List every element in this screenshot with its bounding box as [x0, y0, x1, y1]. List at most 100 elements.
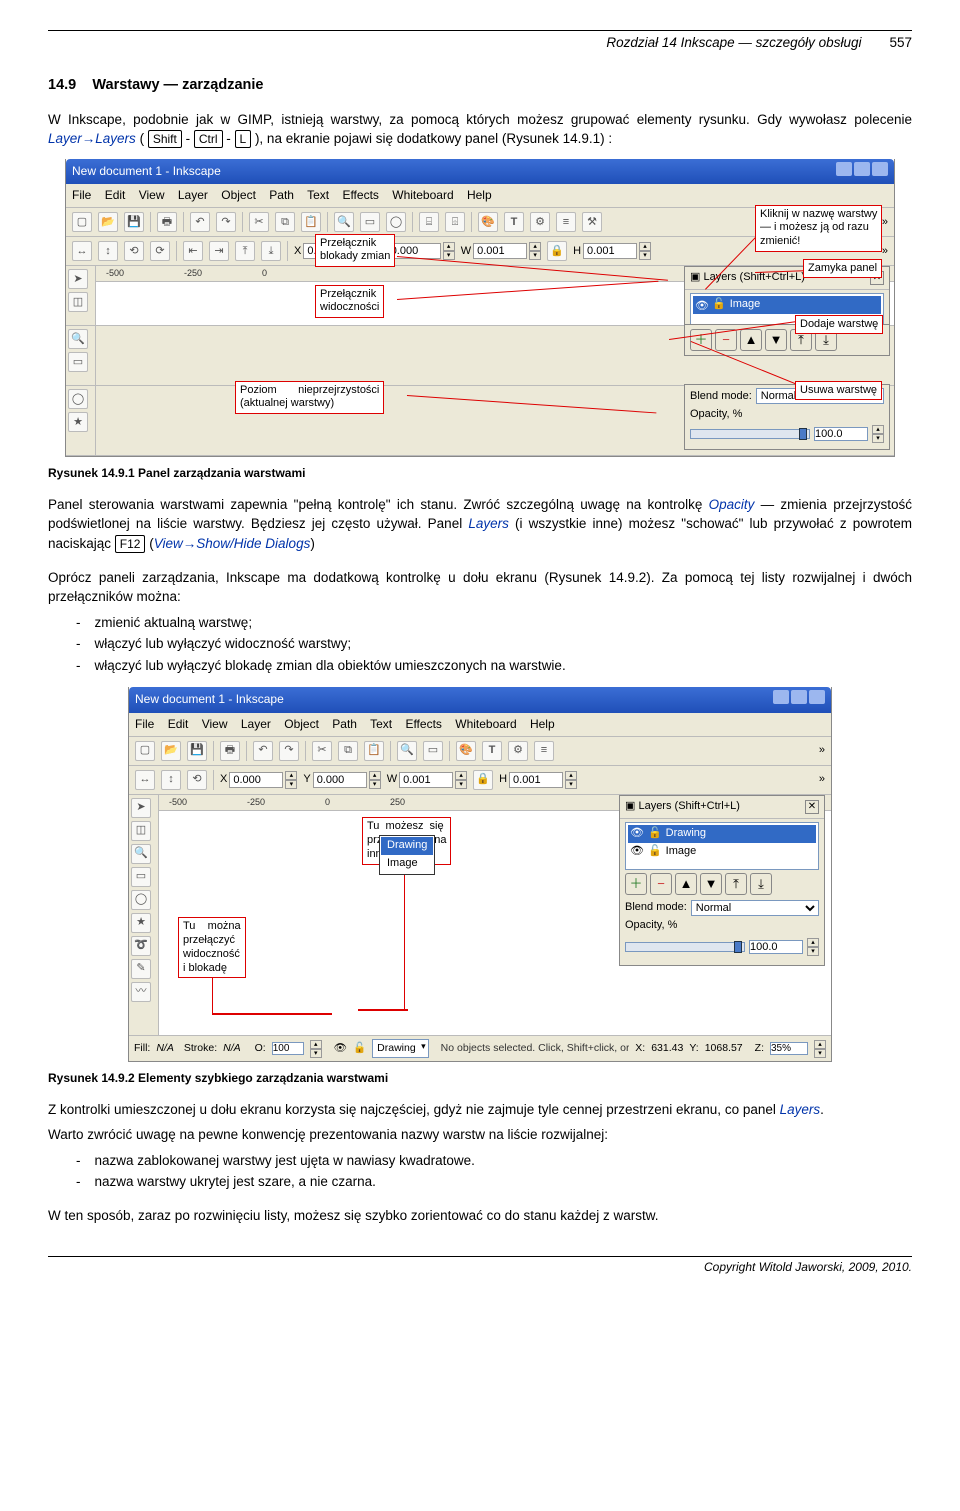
- new-icon[interactable]: ▢: [72, 212, 92, 232]
- zoom-tool-icon[interactable]: 🔍: [131, 844, 151, 864]
- group-icon[interactable]: ⌸: [419, 212, 439, 232]
- window-buttons[interactable]: [771, 690, 825, 709]
- spiral-tool-icon[interactable]: ➰: [131, 936, 151, 956]
- menu-whiteboard[interactable]: Whiteboard: [455, 717, 516, 731]
- prefs-icon[interactable]: ⚒: [582, 212, 602, 232]
- align1-icon[interactable]: ⇤: [183, 241, 203, 261]
- cut-icon[interactable]: ✂: [249, 212, 269, 232]
- open-icon[interactable]: 📂: [161, 741, 181, 761]
- xml-icon[interactable]: ⚙: [508, 741, 528, 761]
- undo-icon[interactable]: ↶: [253, 741, 273, 761]
- menu-view[interactable]: View: [139, 188, 165, 202]
- menu-file[interactable]: File: [135, 717, 154, 731]
- circle-tool-icon[interactable]: ◯: [68, 389, 88, 409]
- select-tool-icon[interactable]: ➤: [68, 269, 88, 289]
- menubar[interactable]: File Edit View Layer Object Path Text Ef…: [129, 713, 831, 737]
- rect-tool-icon[interactable]: ▭: [131, 867, 151, 887]
- menu-layer[interactable]: Layer: [178, 188, 208, 202]
- fill-icon[interactable]: 🎨: [478, 212, 498, 232]
- opacity-slider[interactable]: [625, 942, 745, 952]
- vmove-icon[interactable]: ↕: [98, 241, 118, 261]
- star-tool-icon[interactable]: ★: [131, 913, 151, 933]
- copy-icon[interactable]: ⧉: [275, 212, 295, 232]
- move-icon[interactable]: ↔: [135, 770, 155, 790]
- lock-toggle-icon[interactable]: 🔓: [712, 297, 726, 313]
- menu-object[interactable]: Object: [284, 717, 319, 731]
- y-input[interactable]: [313, 772, 367, 788]
- lower-layer-button[interactable]: ▼: [700, 873, 722, 895]
- menu-text[interactable]: Text: [370, 717, 392, 731]
- h-input[interactable]: [583, 243, 637, 259]
- layer-list[interactable]: 👁 🔓 Drawing 👁 🔓 Image: [625, 822, 819, 870]
- opacity-slider[interactable]: [690, 429, 810, 439]
- lock-toggle-icon[interactable]: 🔓: [648, 844, 662, 860]
- w-input[interactable]: [473, 243, 527, 259]
- align-icon[interactable]: ≡: [556, 212, 576, 232]
- xml-icon[interactable]: ⚙: [530, 212, 550, 232]
- menu-help[interactable]: Help: [530, 717, 555, 731]
- visibility-toggle-icon[interactable]: 👁: [695, 299, 708, 312]
- bottom-layer-button[interactable]: ⤓: [750, 873, 772, 895]
- menu-layer[interactable]: Layer: [241, 717, 271, 731]
- redo-icon[interactable]: ↷: [279, 741, 299, 761]
- copy-icon[interactable]: ⧉: [338, 741, 358, 761]
- lock-icon[interactable]: 🔒: [473, 770, 493, 790]
- zoom-icon[interactable]: 🔍: [397, 741, 417, 761]
- panel-close-icon[interactable]: ✕: [805, 800, 819, 814]
- menu-effects[interactable]: Effects: [405, 717, 441, 731]
- calligraphy-tool-icon[interactable]: 〰: [131, 982, 151, 1002]
- dropdown-item[interactable]: Drawing: [381, 837, 433, 855]
- new-icon[interactable]: ▢: [135, 741, 155, 761]
- vmove-icon[interactable]: ↕: [161, 770, 181, 790]
- pencil-tool-icon[interactable]: ✎: [131, 959, 151, 979]
- visibility-toggle-icon[interactable]: 👁: [630, 826, 644, 842]
- star-tool-icon[interactable]: ★: [68, 412, 88, 432]
- text-tool-icon[interactable]: T: [504, 212, 524, 232]
- node-tool-icon[interactable]: ◫: [131, 821, 151, 841]
- redo-icon[interactable]: ↷: [216, 212, 236, 232]
- lock-icon[interactable]: 🔒: [547, 241, 567, 261]
- top-layer-button[interactable]: ⤒: [725, 873, 747, 895]
- layer-name[interactable]: Drawing: [666, 826, 706, 842]
- visibility-status-icon[interactable]: 👁: [334, 1041, 347, 1056]
- open-icon[interactable]: 📂: [98, 212, 118, 232]
- menu-path[interactable]: Path: [269, 188, 294, 202]
- lock-toggle-icon[interactable]: 🔓: [648, 826, 662, 842]
- rot2-icon[interactable]: ⟳: [150, 241, 170, 261]
- menu-path[interactable]: Path: [332, 717, 357, 731]
- save-icon[interactable]: 💾: [187, 741, 207, 761]
- menu-help[interactable]: Help: [467, 188, 492, 202]
- raise-layer-button[interactable]: ▲: [675, 873, 697, 895]
- circle-icon[interactable]: ◯: [386, 212, 406, 232]
- menu-effects[interactable]: Effects: [342, 188, 378, 202]
- rect-icon[interactable]: ▭: [360, 212, 380, 232]
- rect-icon[interactable]: ▭: [423, 741, 443, 761]
- paste-icon[interactable]: 📋: [364, 741, 384, 761]
- align-icon[interactable]: ≡: [534, 741, 554, 761]
- rot-icon[interactable]: ⟲: [124, 241, 144, 261]
- visibility-toggle-icon[interactable]: 👁: [630, 844, 644, 860]
- remove-layer-button[interactable]: −: [650, 873, 672, 895]
- window-buttons[interactable]: [834, 162, 888, 181]
- node-tool-icon[interactable]: ◫: [68, 292, 88, 312]
- zoom-tool-icon[interactable]: 🔍: [68, 329, 88, 349]
- print-icon[interactable]: 🖶: [220, 741, 240, 761]
- lock-status-icon[interactable]: 🔓: [353, 1041, 366, 1056]
- fill-icon[interactable]: 🎨: [456, 741, 476, 761]
- ungroup-icon[interactable]: ⌹: [445, 212, 465, 232]
- add-layer-button[interactable]: ＋: [625, 873, 647, 895]
- layer-name[interactable]: Image: [666, 844, 697, 860]
- align2-icon[interactable]: ⇥: [209, 241, 229, 261]
- select-tool-icon[interactable]: ➤: [131, 798, 151, 818]
- opacity-input[interactable]: [814, 427, 868, 441]
- menu-edit[interactable]: Edit: [105, 188, 126, 202]
- text-tool-icon[interactable]: T: [482, 741, 502, 761]
- layer-dropdown-popup[interactable]: Drawing Image: [379, 835, 435, 875]
- dropdown-item[interactable]: Image: [381, 855, 433, 873]
- rot-icon[interactable]: ⟲: [187, 770, 207, 790]
- align3-icon[interactable]: ⤒: [235, 241, 255, 261]
- move-icon[interactable]: ↔: [72, 241, 92, 261]
- layer-dropdown[interactable]: Drawing: [372, 1039, 429, 1058]
- paste-icon[interactable]: 📋: [301, 212, 321, 232]
- h-input[interactable]: [509, 772, 563, 788]
